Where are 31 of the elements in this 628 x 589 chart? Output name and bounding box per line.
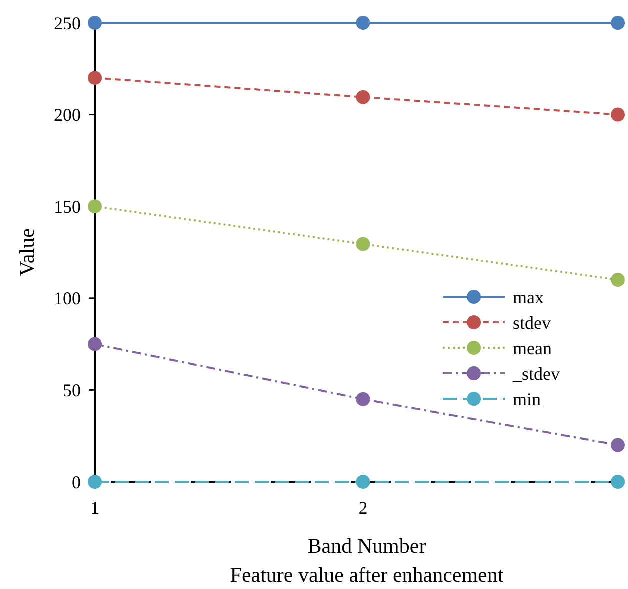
point [88,200,102,214]
point [88,16,102,30]
x-tick-label: 1 [90,498,100,518]
point [88,71,102,86]
y-axis-title: Value [15,228,39,276]
legend-label: max [513,287,544,308]
point [356,475,370,489]
y-tick-label: 150 [54,196,81,217]
point [356,392,370,406]
point [611,273,625,288]
legend-label: mean [513,338,552,358]
point [356,237,370,252]
point [611,475,625,489]
y-tick-label: 50 [63,380,81,400]
point [88,475,102,489]
y-tick-label: 0 [72,472,81,492]
legend-label: stdev [513,312,551,333]
y-tick-label: 250 [54,13,81,34]
point [356,16,370,30]
x-axis-title: Band Number [308,534,426,558]
x-tick-label: 2 [358,498,368,518]
point [611,16,625,30]
y-tick-label: 200 [54,105,81,126]
point [88,337,102,352]
legend-label: min [513,389,542,410]
y-tick-label: 100 [54,288,81,309]
legend-label: _stdev [512,364,560,384]
text: Feature value after enhancement [230,563,504,587]
point [611,108,625,122]
point [356,90,370,104]
point [611,438,625,452]
